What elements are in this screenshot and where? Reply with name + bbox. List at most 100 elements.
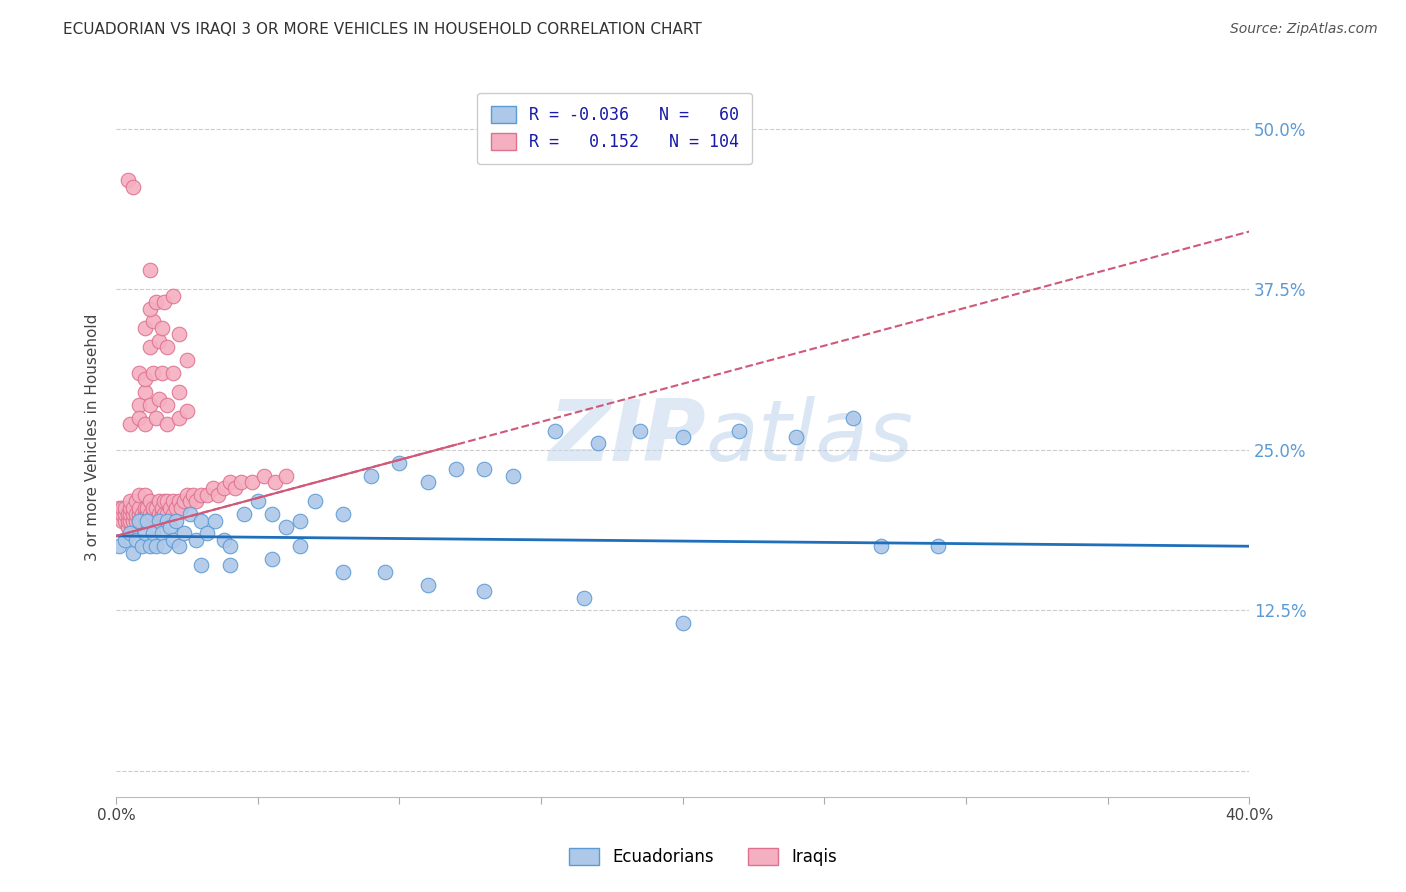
Point: [122, 546, 145, 560]
Point: [260, 552, 283, 566]
Point: [276, 468, 298, 483]
Legend: Ecuadorians, Iraqis: Ecuadorians, Iraqis: [561, 840, 845, 875]
Point: [136, 507, 159, 521]
Point: [134, 372, 156, 386]
Text: ECUADORIAN VS IRAQI 3 OR MORE VEHICLES IN HOUSEHOLD CORRELATION CHART: ECUADORIAN VS IRAQI 3 OR MORE VEHICLES I…: [63, 22, 702, 37]
Point: [173, 494, 195, 508]
Text: ZIP: ZIP: [548, 395, 706, 478]
Point: [108, 539, 131, 553]
Point: [374, 565, 396, 579]
Point: [122, 507, 145, 521]
Point: [502, 468, 524, 483]
Point: [165, 500, 187, 515]
Point: [212, 482, 235, 496]
Point: [156, 507, 179, 521]
Point: [139, 539, 162, 553]
Point: [134, 417, 156, 432]
Point: [416, 578, 439, 592]
Point: [108, 507, 131, 521]
Point: [120, 526, 142, 541]
Point: [544, 424, 567, 438]
Point: [120, 417, 142, 432]
Point: [264, 475, 287, 489]
Point: [162, 507, 184, 521]
Point: [176, 353, 198, 368]
Point: [672, 616, 695, 631]
Point: [162, 494, 184, 508]
Point: [212, 533, 235, 547]
Point: [122, 179, 145, 194]
Point: [136, 500, 159, 515]
Point: [156, 417, 179, 432]
Point: [128, 488, 150, 502]
Point: [122, 500, 145, 515]
Point: [120, 514, 142, 528]
Point: [125, 494, 148, 508]
Point: [139, 514, 162, 528]
Point: [165, 514, 187, 528]
Point: [128, 500, 150, 515]
Point: [162, 289, 184, 303]
Point: [114, 514, 136, 528]
Point: [218, 539, 240, 553]
Point: [150, 507, 173, 521]
Point: [145, 539, 167, 553]
Point: [195, 488, 218, 502]
Point: [142, 526, 165, 541]
Point: [139, 263, 162, 277]
Point: [572, 591, 595, 605]
Text: atlas: atlas: [706, 395, 914, 478]
Point: [125, 533, 148, 547]
Point: [148, 514, 170, 528]
Point: [444, 462, 467, 476]
Point: [128, 366, 150, 380]
Point: [134, 526, 156, 541]
Point: [114, 533, 136, 547]
Point: [139, 398, 162, 412]
Point: [125, 514, 148, 528]
Point: [136, 514, 159, 528]
Legend: R = -0.036   N =   60, R =   0.152   N = 104: R = -0.036 N = 60, R = 0.152 N = 104: [477, 93, 752, 164]
Point: [870, 539, 893, 553]
Point: [184, 533, 207, 547]
Point: [218, 558, 240, 573]
Point: [190, 514, 212, 528]
Point: [111, 514, 134, 528]
Point: [672, 430, 695, 444]
Point: [134, 385, 156, 400]
Point: [474, 584, 496, 599]
Point: [153, 539, 176, 553]
Point: [111, 500, 134, 515]
Point: [125, 507, 148, 521]
Point: [232, 507, 254, 521]
Point: [841, 410, 863, 425]
Point: [120, 500, 142, 515]
Point: [134, 514, 156, 528]
Point: [131, 507, 153, 521]
Point: [153, 494, 176, 508]
Point: [276, 520, 298, 534]
Point: [240, 475, 263, 489]
Point: [156, 340, 179, 354]
Point: [176, 488, 198, 502]
Point: [260, 507, 283, 521]
Point: [179, 507, 201, 521]
Point: [134, 500, 156, 515]
Point: [474, 462, 496, 476]
Point: [139, 494, 162, 508]
Point: [148, 334, 170, 348]
Point: [304, 494, 326, 508]
Point: [128, 410, 150, 425]
Point: [145, 295, 167, 310]
Point: [229, 475, 252, 489]
Point: [252, 468, 274, 483]
Point: [148, 392, 170, 406]
Point: [150, 321, 173, 335]
Point: [148, 507, 170, 521]
Point: [246, 494, 269, 508]
Point: [173, 526, 195, 541]
Point: [586, 436, 609, 450]
Point: [134, 507, 156, 521]
Point: [167, 539, 190, 553]
Point: [145, 410, 167, 425]
